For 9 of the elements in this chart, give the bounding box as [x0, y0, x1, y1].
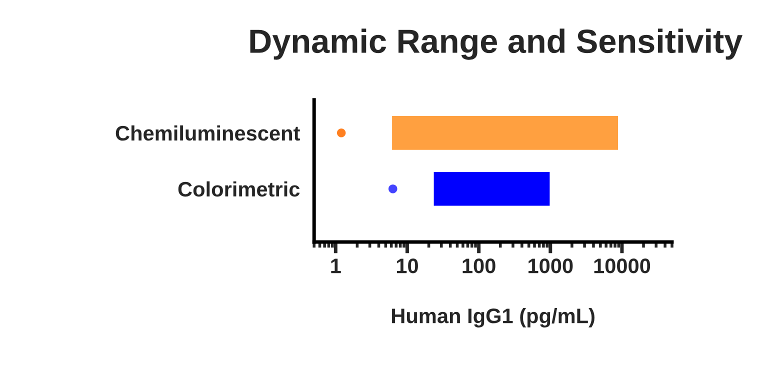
y-tick-label: Colorimetric [178, 181, 300, 197]
x-tick-label: 1 [331, 258, 341, 274]
x-tick-label: 10000 [594, 258, 650, 274]
x-axis-title: Human IgG1 (pg/mL) [392, 308, 594, 328]
y-tick-label: Chemiluminescent [116, 125, 300, 141]
x-tick-label: 10 [396, 258, 418, 274]
x-tick-label: 100 [462, 258, 496, 274]
chart-title: Dynamic Range and Sensitivity [250, 28, 742, 60]
x-tick-label: 1000 [528, 258, 573, 274]
